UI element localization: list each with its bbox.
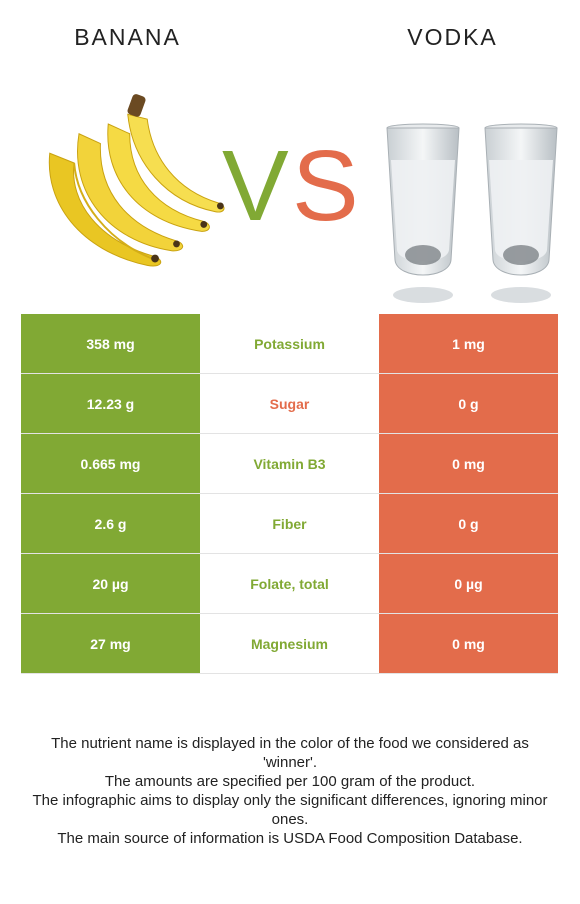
right-value: 1 mg [379,314,558,373]
vs-label: V S [222,130,359,238]
right-value: 0 mg [379,614,558,673]
vodka-image [386,123,558,303]
table-row: 2.6 g Fiber 0 g [21,494,558,554]
left-food-title: BANANA [74,24,181,50]
right-value: 0 g [379,494,558,553]
right-value: 0 µg [379,554,558,613]
nutrient-name: Sugar [200,374,379,433]
footnotes: The nutrient name is displayed in the co… [30,734,550,848]
nutrient-name: Magnesium [200,614,379,673]
table-row: 0.665 mg Vitamin B3 0 mg [21,434,558,494]
table-row: 20 µg Folate, total 0 µg [21,554,558,614]
nutrient-name: Fiber [200,494,379,553]
footnote-source: The main source of information is USDA F… [57,830,523,847]
nutrient-name: Vitamin B3 [200,434,379,493]
left-value: 12.23 g [21,374,200,433]
table-row: 27 mg Magnesium 0 mg [21,614,558,674]
right-value: 0 g [379,374,558,433]
left-value: 20 µg [21,554,200,613]
left-value: 0.665 mg [21,434,200,493]
right-food-title: VODKA [407,24,498,50]
right-value: 0 mg [379,434,558,493]
table-row: 12.23 g Sugar 0 g [21,374,558,434]
footnote-significance: The infographic aims to display only the… [32,792,548,828]
footnote-winner-color: The nutrient name is displayed in the co… [51,735,529,771]
nutrient-name: Potassium [200,314,379,373]
vs-s-letter: S [292,130,359,238]
nutrient-name: Folate, total [200,554,379,613]
left-value: 358 mg [21,314,200,373]
table-row: 358 mg Potassium 1 mg [21,314,558,374]
left-value: 2.6 g [21,494,200,553]
left-value: 27 mg [21,614,200,673]
vs-v-letter: V [222,130,289,238]
comparison-table: 358 mg Potassium 1 mg 12.23 g Sugar 0 g … [21,314,558,674]
banana-image [48,94,225,267]
footnote-amount-basis: The amounts are specified per 100 gram o… [104,773,476,790]
